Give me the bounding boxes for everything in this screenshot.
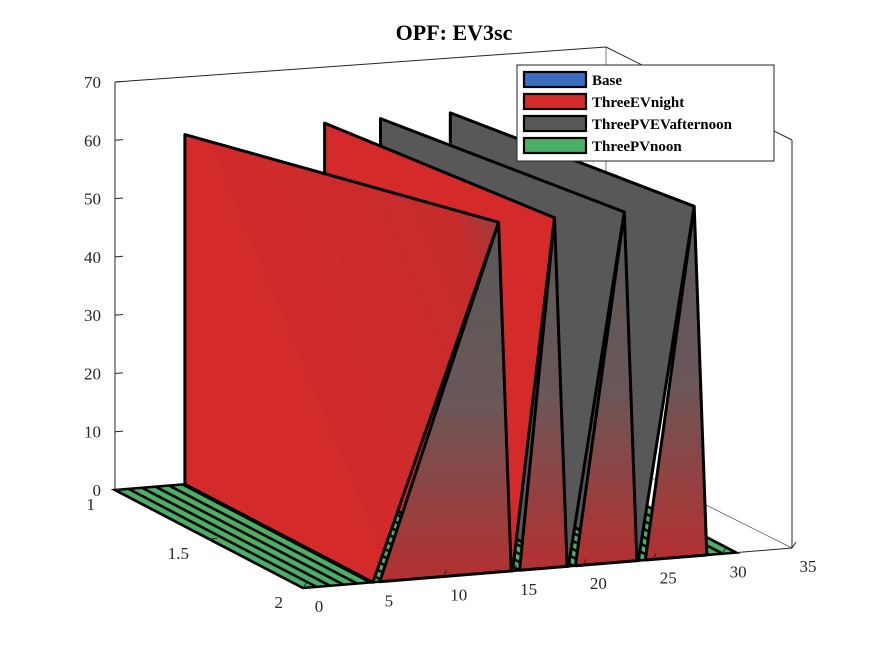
y-tick-label: 1 (87, 495, 96, 514)
spike-side (518, 216, 569, 572)
x-tick-label: 20 (590, 574, 607, 593)
x-tick-mark (372, 576, 378, 583)
x-tick-label: 5 (385, 591, 394, 610)
x-axis-ticks: 0 5 10 15 20 25 30 35 (302, 541, 817, 616)
legend-swatch-3 (522, 114, 588, 133)
z-tick-mark (114, 314, 124, 316)
x-tick-mark (651, 553, 657, 560)
z-tick-mark (114, 430, 124, 433)
legend-label-2: ThreeEVnight (592, 95, 684, 111)
x-tick-mark (721, 547, 727, 554)
z-tick-mark (114, 372, 124, 374)
spike-side (573, 210, 639, 568)
x-tick-label: 0 (315, 597, 324, 616)
spike-side (643, 204, 709, 562)
x-tick-mark (442, 570, 448, 577)
box-top-left (114, 46, 607, 83)
z-tick-mark (114, 255, 124, 258)
z-tick-label: 70 (84, 73, 101, 92)
spike-surfaces (183, 111, 709, 584)
x-tick-label: 30 (730, 563, 747, 582)
spike-side (378, 220, 513, 584)
x-tick-label: 10 (450, 586, 467, 605)
x-tick-label: 25 (660, 568, 677, 587)
y-tick-mark (114, 488, 124, 491)
x-tick-mark (302, 581, 308, 589)
chart-title: OPF: EV3sc (396, 20, 513, 45)
x-tick-label: 15 (520, 580, 537, 599)
legend-swatch-2 (522, 92, 588, 111)
y-tick-label: 2 (275, 593, 284, 612)
z-tick-label: 10 (84, 423, 101, 442)
y-tick-mark (208, 537, 218, 540)
floor-gridline (141, 486, 331, 587)
floor-gridline (127, 487, 318, 589)
z-tick-mark (114, 139, 124, 141)
y-tick-label: 1.5 (168, 544, 189, 563)
z-tick-label: 40 (84, 248, 101, 267)
legend-label-1: Base (592, 73, 622, 89)
y-axis-ticks: 11.52 (87, 488, 312, 612)
x-tick-mark (582, 558, 587, 566)
x-tick-mark (791, 541, 797, 549)
legend-label-3: ThreePVEVafternoon (592, 117, 733, 133)
spike-1 (183, 133, 513, 584)
legend-swatch-4 (522, 136, 588, 155)
z-tick-label: 60 (84, 131, 101, 150)
z-tick-mark (114, 197, 124, 200)
legend-label-4: ThreePVnoon (592, 139, 682, 155)
legend-swatch-1 (522, 70, 588, 89)
z-tick-label: 50 (84, 190, 101, 209)
y-tick-mark (302, 586, 312, 589)
z-axis-ticks: 0 10 20 30 40 50 60 70 (84, 73, 124, 500)
x-tick-label: 35 (800, 557, 817, 576)
legend: Base ThreeEVnight ThreePVEVafternoon ThreeP… (516, 64, 775, 162)
floor-gridline (168, 484, 358, 585)
x-tick-mark (512, 564, 517, 572)
z-tick-label: 30 (84, 306, 101, 325)
floor-gridline (155, 485, 345, 586)
z-tick-label: 20 (84, 364, 101, 383)
z-tick-mark (114, 80, 124, 83)
z-tick-label: 0 (93, 481, 102, 500)
